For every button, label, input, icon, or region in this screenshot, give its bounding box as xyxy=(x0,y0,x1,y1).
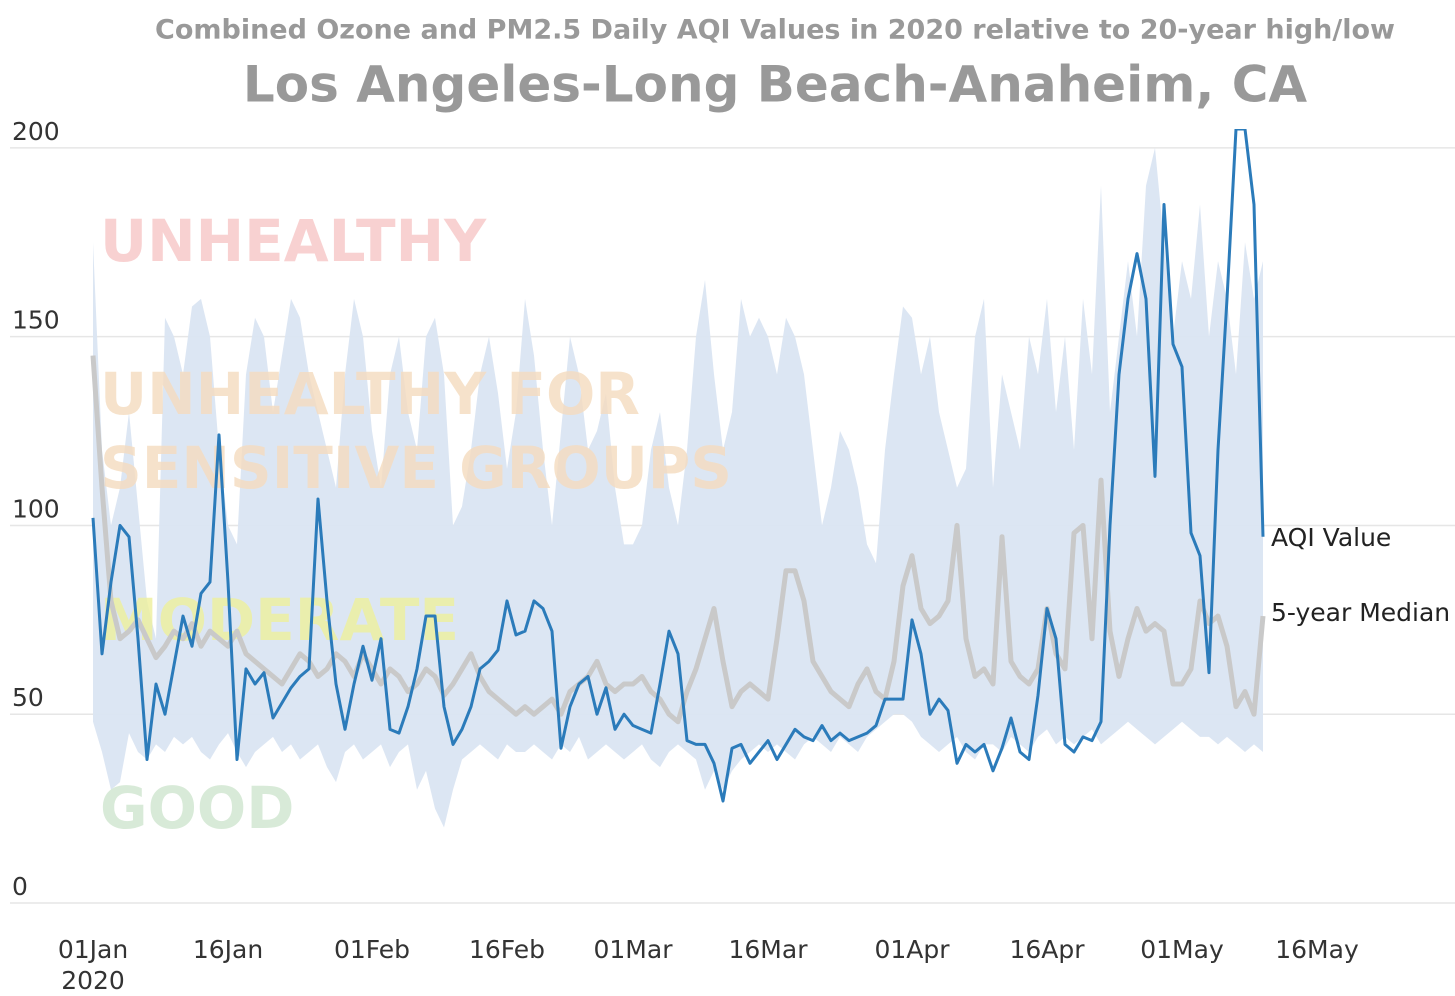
x-tick-label: 01Apr xyxy=(874,935,950,964)
x-tick-label: 01Feb xyxy=(334,935,410,964)
y-tick-label: 0 xyxy=(12,872,28,901)
y-tick-label: 200 xyxy=(12,117,60,146)
x-tick-label: 01Mar xyxy=(594,935,674,964)
x-tick-label: 16Jan xyxy=(193,935,263,964)
x-tick-label: 01May xyxy=(1140,935,1224,964)
series-label: AQI Value xyxy=(1271,523,1391,552)
y-tick-label: 100 xyxy=(12,494,60,523)
x-tick-label: 01Jan xyxy=(58,935,128,964)
zone-label: UNHEALTHY xyxy=(100,207,487,275)
chart-title: Combined Ozone and PM2.5 Daily AQI Value… xyxy=(155,15,1395,46)
x-tick-label: 16May xyxy=(1275,935,1359,964)
zone-label: GOOD xyxy=(100,774,294,842)
x-tick-label: 16Mar xyxy=(729,935,809,964)
series-line xyxy=(90,355,1266,725)
y-tick-label: 50 xyxy=(12,683,44,712)
x-tick-label: 16Feb xyxy=(469,935,545,964)
chart-subtitle: Los Angeles-Long Beach-Anaheim, CA xyxy=(243,56,1308,114)
x-tick-label: 16Apr xyxy=(1009,935,1085,964)
series-line xyxy=(91,129,1265,803)
y-tick-label: 150 xyxy=(12,306,60,335)
zone-label: SENSITIVE GROUPS xyxy=(100,434,732,502)
series-label: 5-year Median xyxy=(1271,598,1450,627)
x-year-label: 2020 xyxy=(61,966,125,995)
zone-label: MODERATE xyxy=(100,586,459,654)
zone-label: UNHEALTHY FOR xyxy=(100,360,640,428)
